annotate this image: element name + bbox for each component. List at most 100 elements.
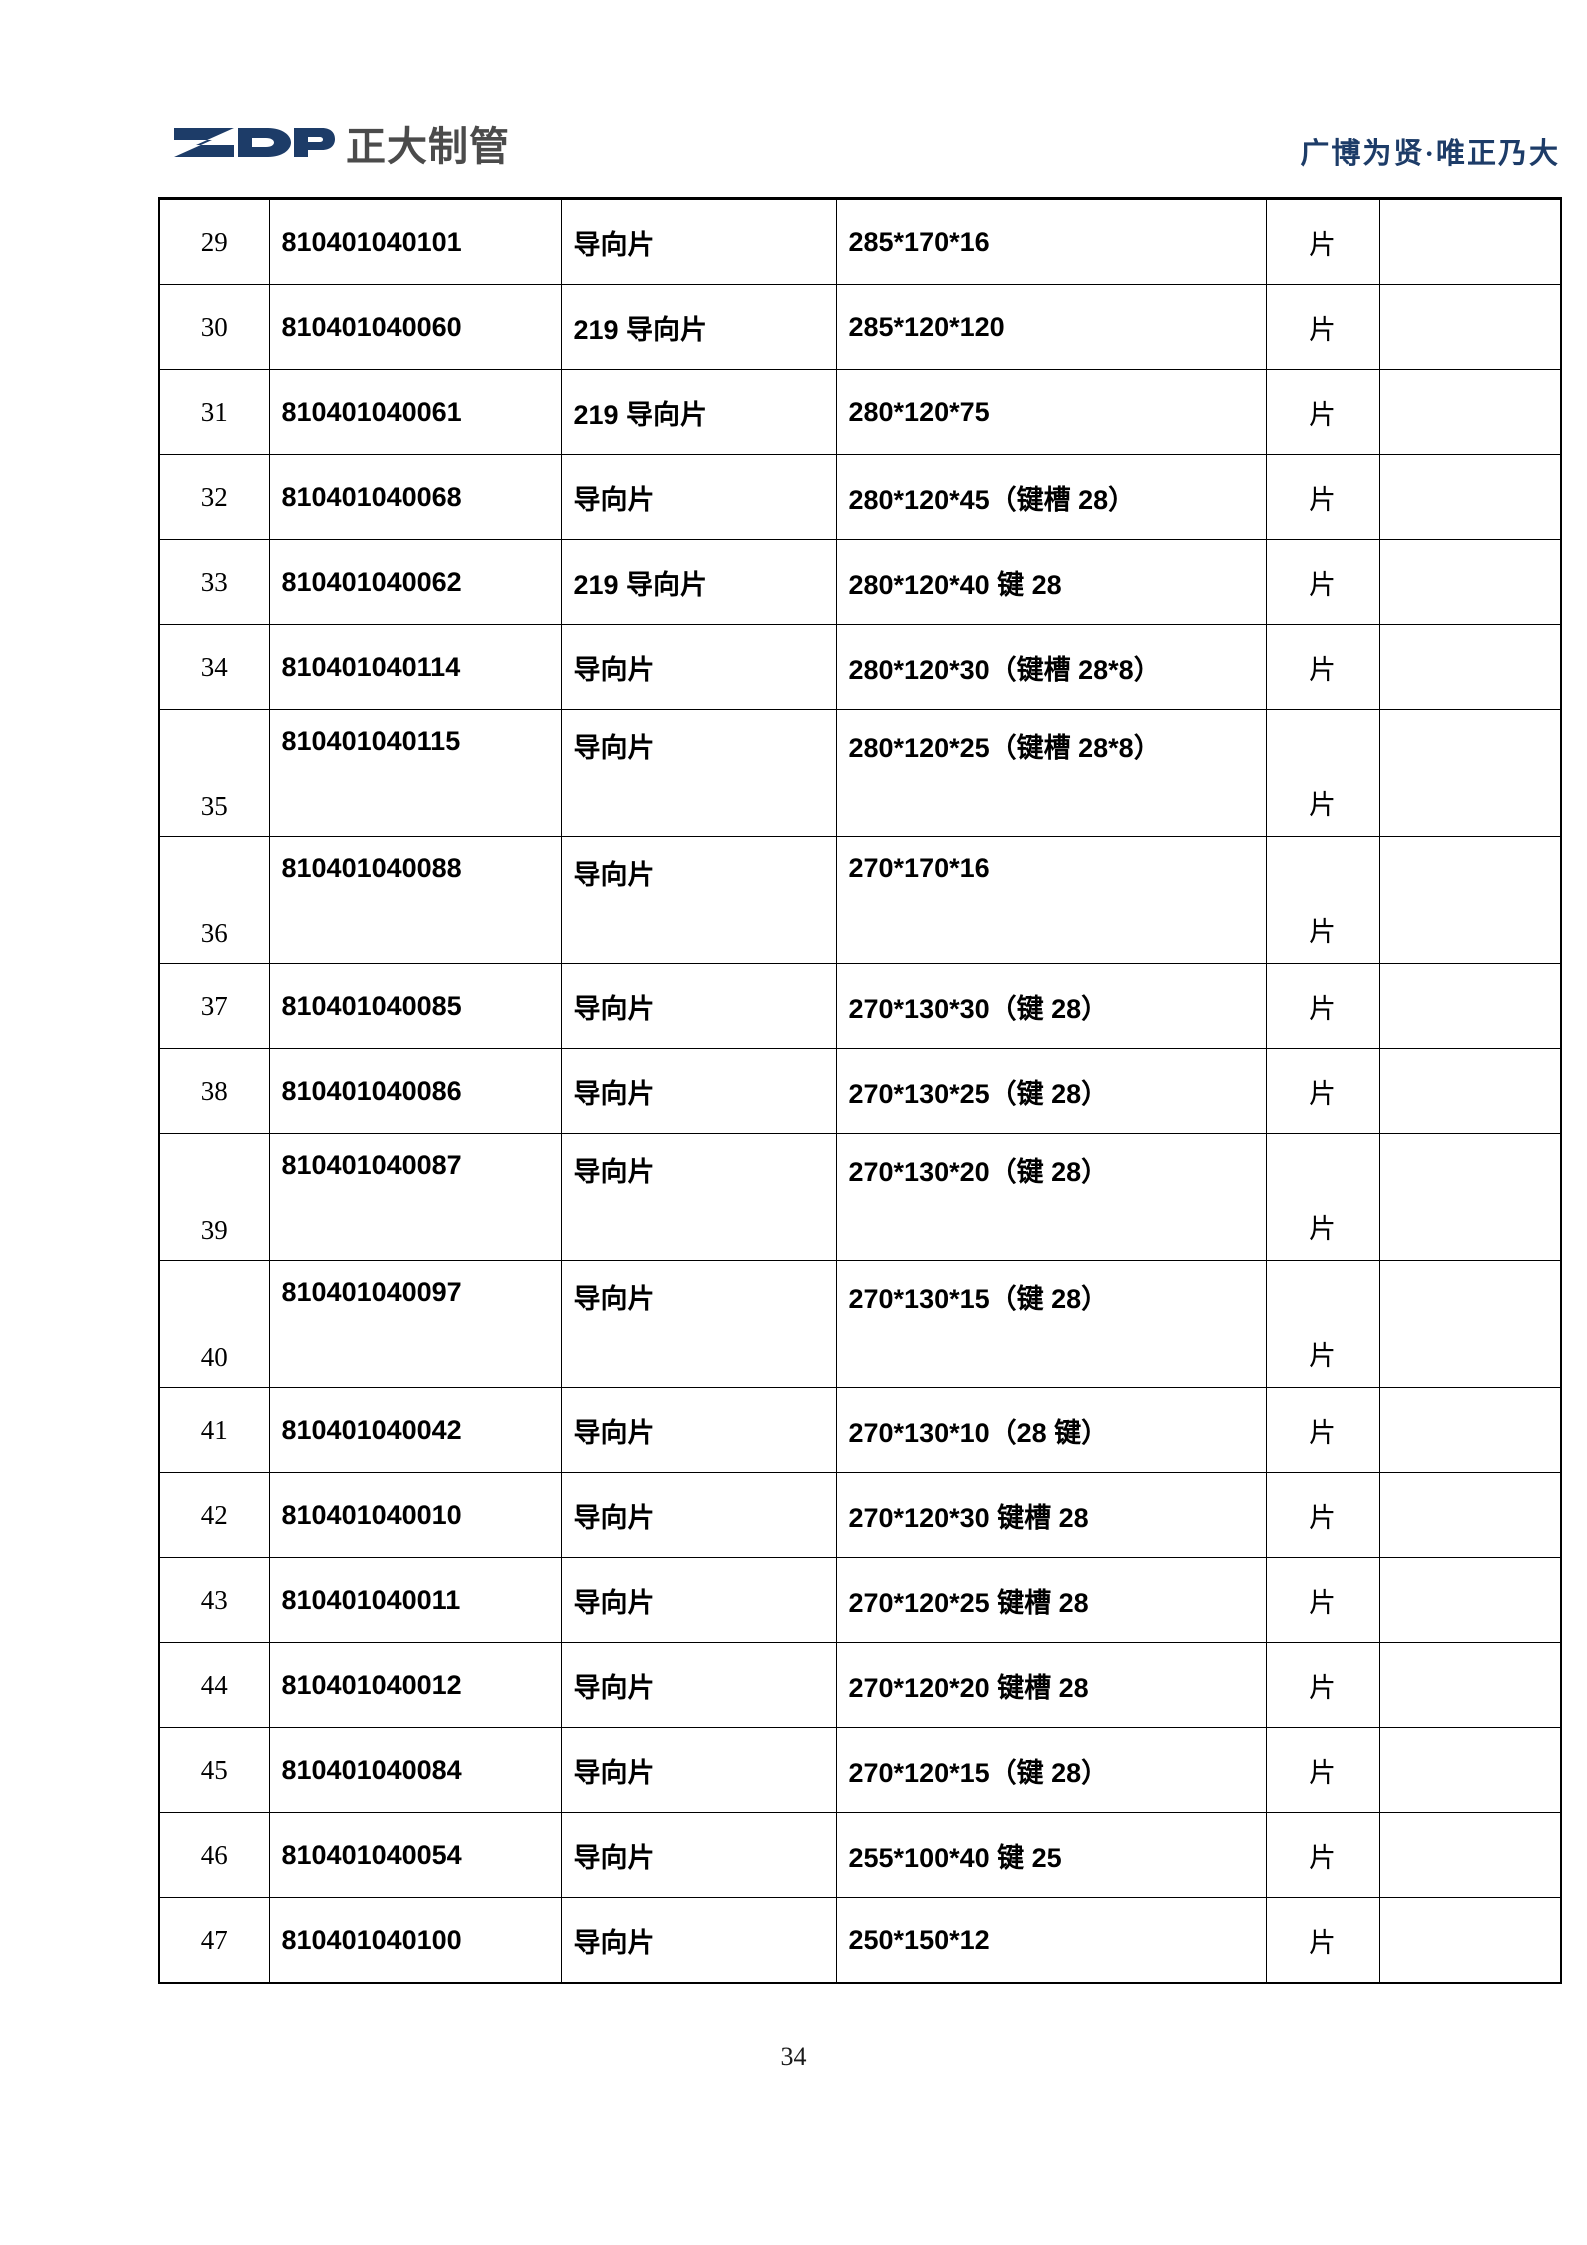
table-cell-unit: 片 bbox=[1265, 1897, 1380, 1984]
table-cell-unit: 片 bbox=[1265, 624, 1380, 710]
table-cell-name: 导向片 bbox=[560, 1727, 837, 1813]
table-cell-name: 导向片 bbox=[560, 709, 837, 837]
table-cell-code: 810401040088 bbox=[268, 836, 562, 964]
table-cell-no: 38 bbox=[158, 1048, 270, 1134]
table-cell-code: 810401040087 bbox=[268, 1133, 562, 1261]
table-cell-code: 810401040114 bbox=[268, 624, 562, 710]
table-cell-qty bbox=[1378, 1048, 1562, 1134]
table-cell-unit: 片 bbox=[1265, 1557, 1380, 1643]
brand-name-cn: 正大制管 bbox=[346, 125, 510, 169]
table-cell-spec: 270*130*10（28 键） bbox=[835, 1387, 1267, 1473]
table-cell-no: 33 bbox=[158, 539, 270, 625]
table-cell-no: 35 bbox=[158, 709, 270, 837]
table-cell-spec: 270*130*25（键 28） bbox=[835, 1048, 1267, 1134]
table-row: 39 810401040087 导向片 270*130*20（键 28）片 bbox=[158, 1133, 1562, 1261]
table-cell-unit: 片 bbox=[1265, 709, 1380, 837]
table-cell-name: 导向片 bbox=[560, 1557, 837, 1643]
company-tagline: 广博为贤·唯正乃大 bbox=[1300, 138, 1560, 170]
table-cell-spec: 280*120*45（键槽 28） bbox=[835, 454, 1267, 540]
table-cell-no: 37 bbox=[158, 963, 270, 1049]
table-cell-name: 219 导向片 bbox=[560, 539, 837, 625]
table-cell-qty bbox=[1378, 197, 1562, 285]
table-cell-code: 810401040086 bbox=[268, 1048, 562, 1134]
company-logo: 正大制管 bbox=[172, 108, 510, 169]
table-row: 29 810401040101 导向片 285*170*16 片 bbox=[158, 197, 1562, 285]
table-cell-qty bbox=[1378, 369, 1562, 455]
table-cell-qty bbox=[1378, 539, 1562, 625]
table-cell-code: 810401040061 bbox=[268, 369, 562, 455]
table-cell-spec: 255*100*40 键 25 bbox=[835, 1812, 1267, 1898]
table-cell-no: 44 bbox=[158, 1642, 270, 1728]
table-cell-no: 42 bbox=[158, 1472, 270, 1558]
table-row: 35 810401040115 导向片 280*120*25（键槽 28*8）片 bbox=[158, 709, 1562, 837]
table-cell-spec: 280*120*75 bbox=[835, 369, 1267, 455]
table-cell-code: 810401040097 bbox=[268, 1260, 562, 1388]
table-row: 34 810401040114 导向片 280*120*30（键槽 28*8）片 bbox=[158, 624, 1562, 710]
table-cell-no: 36 bbox=[158, 836, 270, 964]
zdp-logo-icon bbox=[174, 128, 335, 157]
table-cell-code: 810401040042 bbox=[268, 1387, 562, 1473]
table-cell-spec: 280*120*30（键槽 28*8） bbox=[835, 624, 1267, 710]
table-cell-spec: 270*130*15（键 28） bbox=[835, 1260, 1267, 1388]
table-cell-name: 导向片 bbox=[560, 1472, 837, 1558]
table-row: 45 810401040084 导向片 270*120*15（键 28）片 bbox=[158, 1727, 1562, 1813]
table-cell-code: 810401040011 bbox=[268, 1557, 562, 1643]
table-cell-no: 46 bbox=[158, 1812, 270, 1898]
table-cell-no: 45 bbox=[158, 1727, 270, 1813]
table-cell-code: 810401040062 bbox=[268, 539, 562, 625]
table-cell-spec: 280*120*40 键 28 bbox=[835, 539, 1267, 625]
table-row: 32 810401040068 导向片 280*120*45（键槽 28）片 bbox=[158, 454, 1562, 540]
table-cell-name: 导向片 bbox=[560, 624, 837, 710]
table-cell-name: 导向片 bbox=[560, 454, 837, 540]
table-cell-unit: 片 bbox=[1265, 1133, 1380, 1261]
table-cell-qty bbox=[1378, 836, 1562, 964]
table-cell-spec: 285*120*120 bbox=[835, 284, 1267, 370]
table-row: 36 810401040088 导向片 270*170*16 片 bbox=[158, 836, 1562, 964]
table-cell-name: 219 导向片 bbox=[560, 369, 837, 455]
table-cell-no: 34 bbox=[158, 624, 270, 710]
table-cell-unit: 片 bbox=[1265, 963, 1380, 1049]
table-cell-qty bbox=[1378, 284, 1562, 370]
table-cell-unit: 片 bbox=[1265, 454, 1380, 540]
table-cell-qty bbox=[1378, 1260, 1562, 1388]
table-row: 38 810401040086 导向片 270*130*25（键 28）片 bbox=[158, 1048, 1562, 1134]
table-cell-unit: 片 bbox=[1265, 197, 1380, 285]
table-cell-no: 43 bbox=[158, 1557, 270, 1643]
table-cell-spec: 285*170*16 bbox=[835, 197, 1267, 285]
table-cell-qty bbox=[1378, 709, 1562, 837]
table-cell-qty bbox=[1378, 1472, 1562, 1558]
page-header: 正大制管 广博为贤·唯正乃大 bbox=[158, 108, 1560, 170]
page-number: 34 bbox=[780, 2042, 807, 2071]
table-cell-code: 810401040060 bbox=[268, 284, 562, 370]
table-cell-unit: 片 bbox=[1265, 1260, 1380, 1388]
table-cell-unit: 片 bbox=[1265, 284, 1380, 370]
table-cell-qty bbox=[1378, 1897, 1562, 1984]
table-cell-qty bbox=[1378, 1642, 1562, 1728]
table-row: 44 810401040012 导向片 270*120*20 键槽 28 片 bbox=[158, 1642, 1562, 1728]
table-cell-unit: 片 bbox=[1265, 836, 1380, 964]
table-cell-qty bbox=[1378, 1812, 1562, 1898]
table-cell-unit: 片 bbox=[1265, 1642, 1380, 1728]
table-cell-qty bbox=[1378, 1387, 1562, 1473]
table-cell-no: 31 bbox=[158, 369, 270, 455]
table-cell-name: 导向片 bbox=[560, 1897, 837, 1984]
table-cell-spec: 270*120*25 键槽 28 bbox=[835, 1557, 1267, 1643]
table-cell-spec: 270*120*30 键槽 28 bbox=[835, 1472, 1267, 1558]
table-cell-name: 219 导向片 bbox=[560, 284, 837, 370]
table-cell-no: 47 bbox=[158, 1897, 270, 1984]
table-cell-name: 导向片 bbox=[560, 1048, 837, 1134]
table-cell-code: 810401040115 bbox=[268, 709, 562, 837]
table-row: 40 810401040097 导向片 270*130*15（键 28）片 bbox=[158, 1260, 1562, 1388]
table-cell-qty bbox=[1378, 1133, 1562, 1261]
table-cell-name: 导向片 bbox=[560, 1642, 837, 1728]
table-cell-code: 810401040085 bbox=[268, 963, 562, 1049]
table-cell-code: 810401040084 bbox=[268, 1727, 562, 1813]
table-cell-spec: 270*120*15（键 28） bbox=[835, 1727, 1267, 1813]
table-cell-code: 810401040101 bbox=[268, 197, 562, 285]
table-cell-unit: 片 bbox=[1265, 369, 1380, 455]
table-cell-unit: 片 bbox=[1265, 1727, 1380, 1813]
table-cell-no: 29 bbox=[158, 197, 270, 285]
table-cell-no: 39 bbox=[158, 1133, 270, 1261]
table-cell-name: 导向片 bbox=[560, 963, 837, 1049]
table-row: 41 810401040042 导向片 270*130*10（28 键）片 bbox=[158, 1387, 1562, 1473]
